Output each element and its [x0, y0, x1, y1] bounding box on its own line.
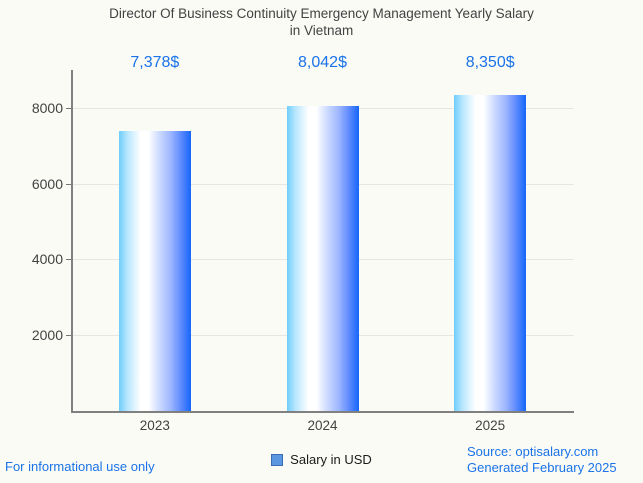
legend-color-swatch [271, 453, 284, 466]
legend: Salary in USD [0, 452, 643, 467]
x-axis-label-2023: 2023 [139, 418, 170, 433]
y-axis-tick [66, 259, 71, 261]
y-axis-tick [66, 335, 71, 337]
y-tick-label: 4000 [31, 251, 63, 268]
bar-2025[interactable] [454, 94, 527, 411]
value-label-2025: 8,350$ [465, 54, 515, 71]
y-tick-label: 8000 [31, 99, 63, 116]
generated-date: Generated February 2025 [467, 460, 617, 475]
source-link[interactable]: Source: optisalary.com [467, 444, 599, 459]
x-axis-line [71, 411, 574, 413]
chart-title-line2: in Vietnam [289, 23, 354, 38]
y-tick-label: 2000 [31, 327, 63, 344]
bar-2024[interactable] [286, 106, 359, 411]
y-axis-tick [66, 107, 71, 109]
chart-title-line1: Director Of Business Continuity Emergenc… [109, 6, 534, 21]
y-tick-label: 6000 [31, 175, 63, 192]
y-axis-tick [66, 183, 71, 185]
plot-area: 2000 4000 6000 8000 7,378$ 2023 8,042$ 2024 8,35… [32, 54, 574, 433]
bar-2023[interactable] [118, 131, 191, 411]
source-block: Source: optisalary.com Generated Februar… [467, 444, 617, 476]
chart-title: Director Of Business Continuity Emergenc… [0, 5, 643, 39]
disclaimer-text: For informational use only [5, 459, 155, 474]
y-axis-line [71, 70, 73, 413]
x-axis-label-2024: 2024 [307, 418, 338, 433]
x-axis-label-2025: 2025 [475, 418, 506, 433]
legend-label: Salary in USD [290, 452, 372, 467]
value-label-2024: 8,042$ [298, 54, 347, 71]
value-label-2023: 7,378$ [130, 54, 180, 71]
